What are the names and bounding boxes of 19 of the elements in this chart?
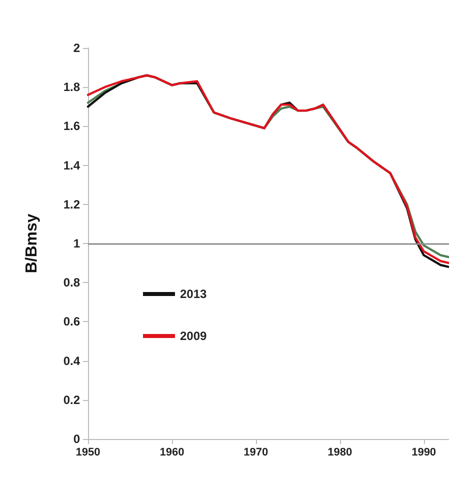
- x-tick-label: 1990: [412, 446, 436, 458]
- y-tick-label: 2: [73, 41, 80, 55]
- legend-label: 2009: [180, 329, 208, 343]
- y-tick-label: 0.4: [63, 354, 80, 368]
- y-tick-label: 0.8: [63, 276, 80, 290]
- y-tick-label: 0: [73, 432, 80, 446]
- y-tick-label: 1.6: [63, 119, 80, 134]
- y-axis-title: B/Bmsy: [24, 214, 40, 274]
- y-tick-label: 1.4: [63, 158, 80, 172]
- x-tick-label: 1970: [244, 446, 268, 458]
- y-tick-label: 0.2: [63, 392, 80, 407]
- y-tick-label: 1.8: [63, 80, 80, 94]
- y-tick-label: 1: [73, 236, 80, 250]
- x-tick-label: 1980: [328, 446, 352, 458]
- legend-label: 2013: [180, 287, 208, 301]
- x-tick-label: 1960: [160, 446, 184, 458]
- y-tick-label: 0.6: [63, 314, 80, 329]
- x-tick-label: 1950: [76, 446, 100, 458]
- y-tick-label: 1.2: [63, 197, 80, 212]
